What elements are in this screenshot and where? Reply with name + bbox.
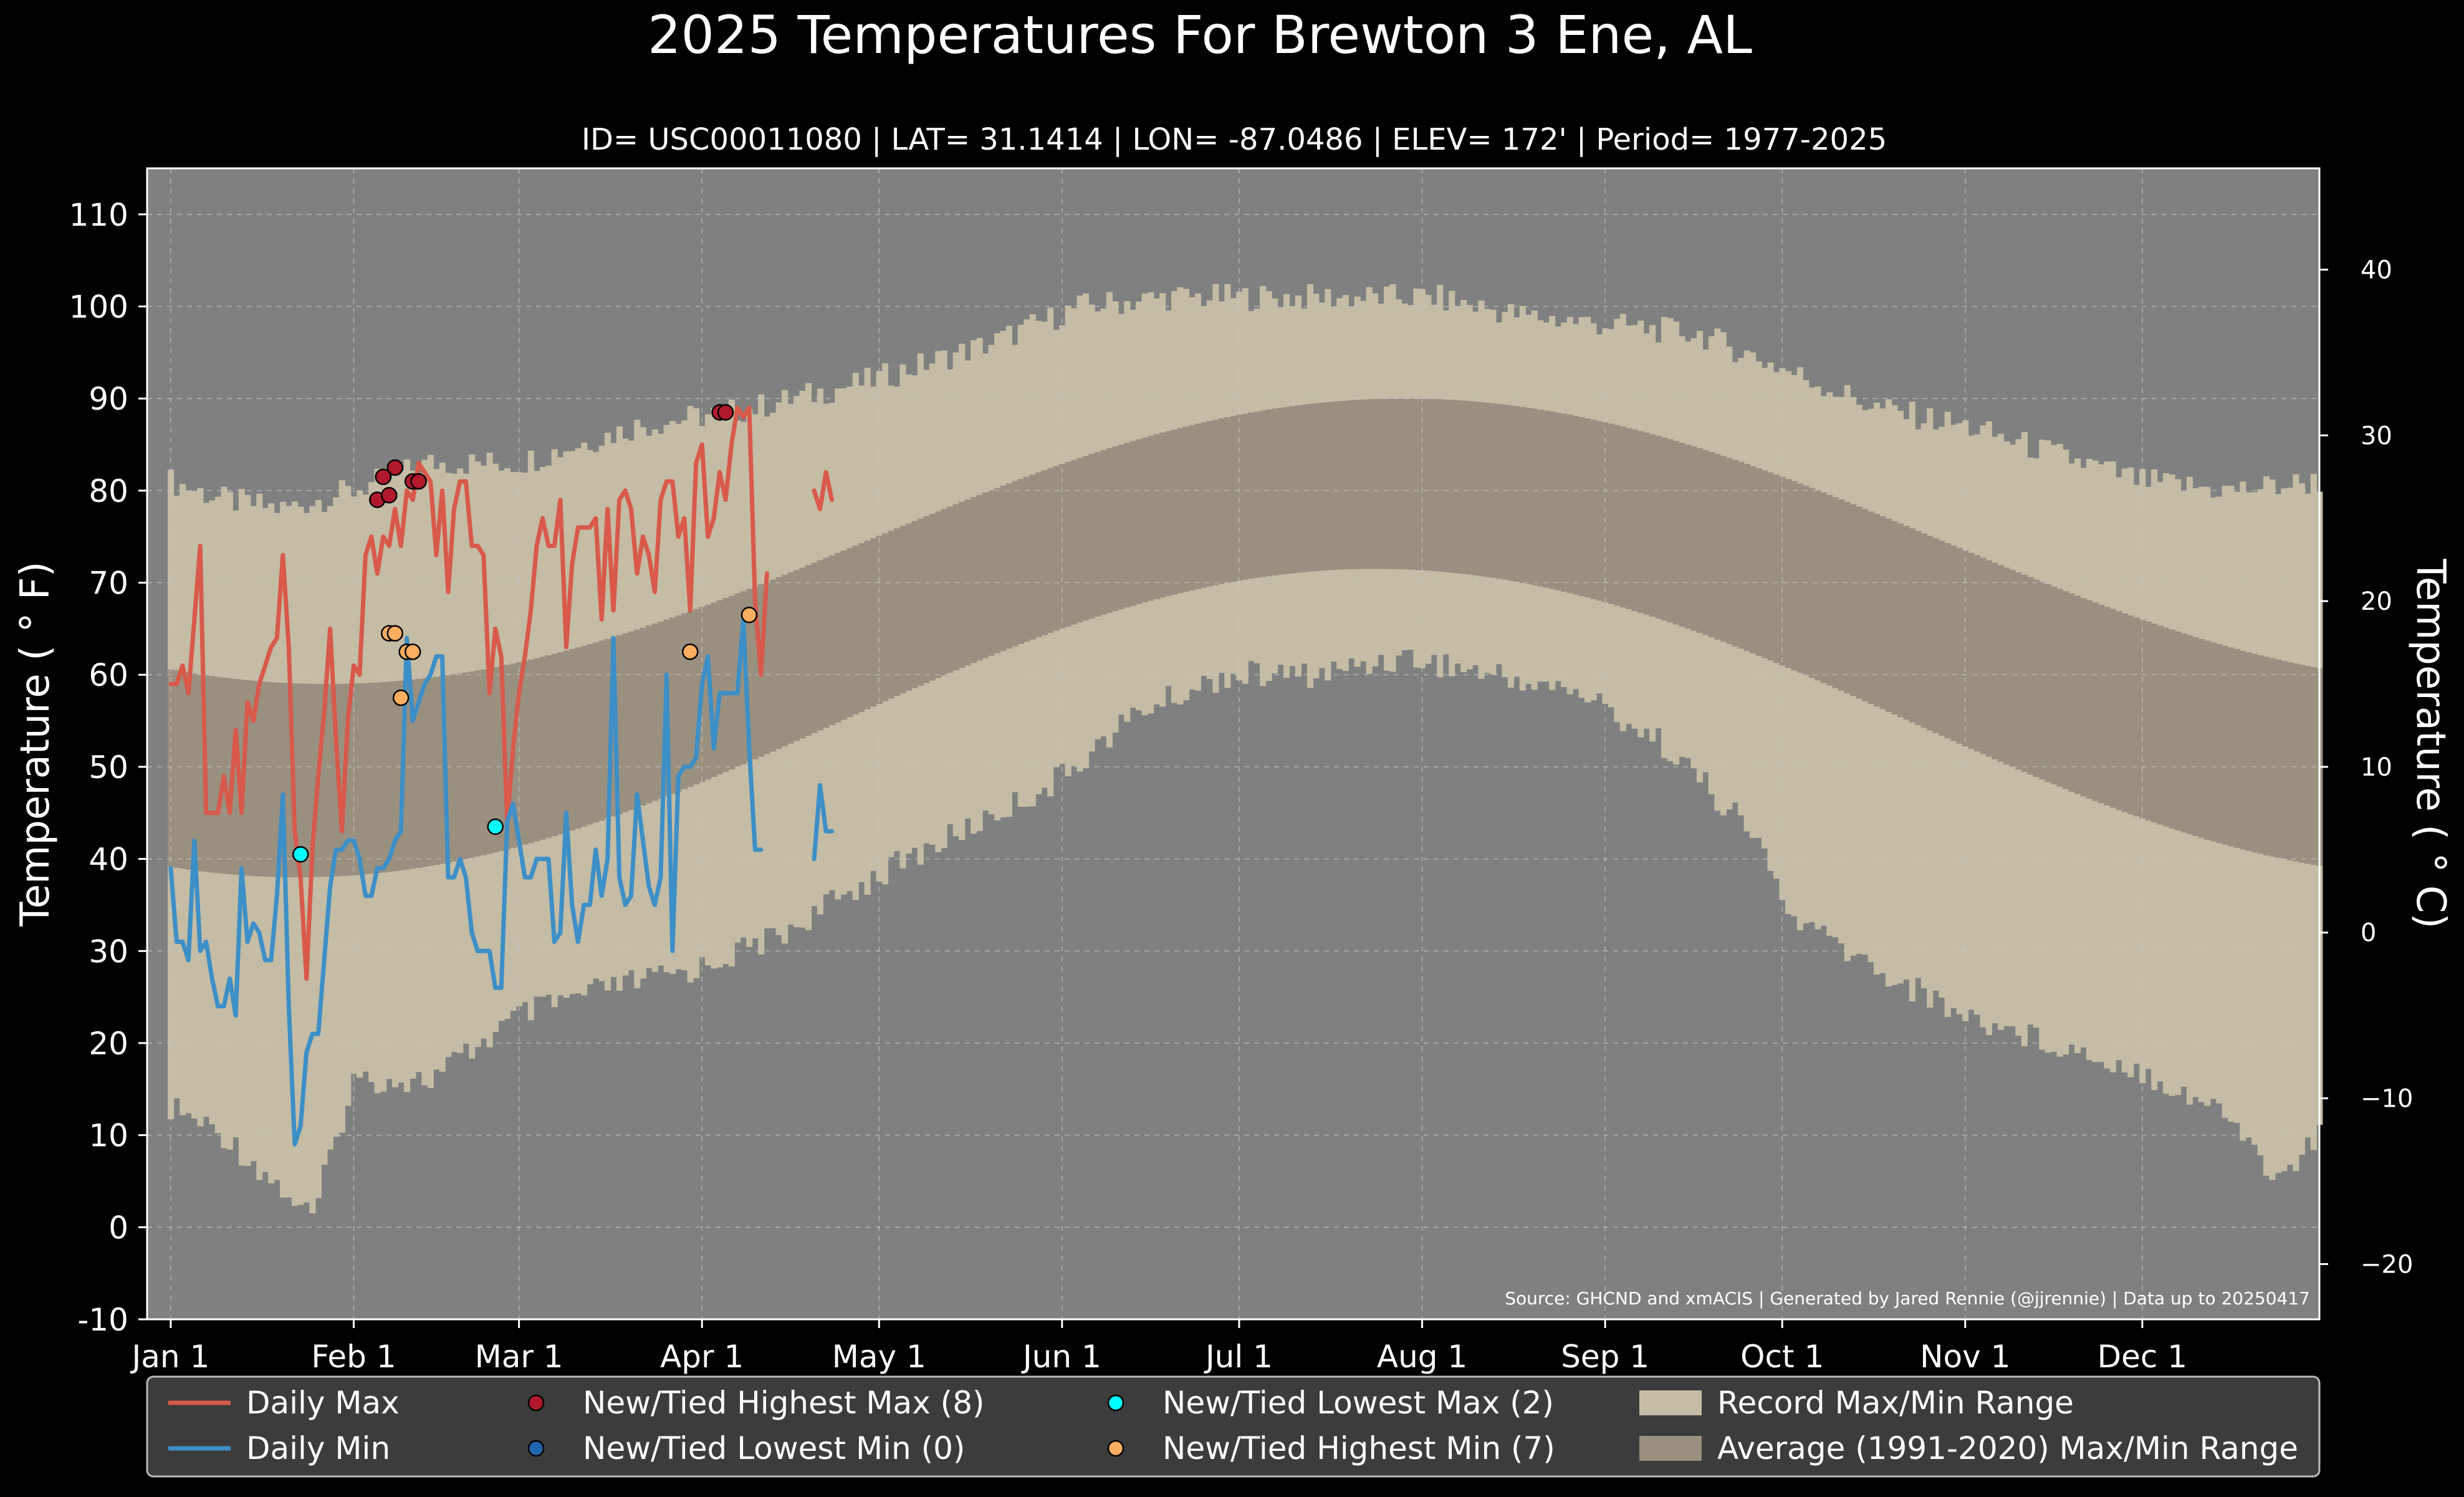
legend-label-daily-max: Daily Max bbox=[246, 1385, 400, 1421]
y-tick-label: 60 bbox=[89, 657, 128, 693]
new-tied-highest-max-marker bbox=[410, 473, 427, 490]
legend-label-daily-min: Daily Min bbox=[246, 1430, 390, 1466]
legend-label-record-max-min-range: Record Max/Min Range bbox=[1717, 1385, 2074, 1421]
new-tied-highest-max-marker bbox=[717, 404, 734, 421]
x-tick-label: Aug 1 bbox=[1377, 1339, 1467, 1375]
y-tick-label: 40 bbox=[89, 842, 128, 878]
legend-swatch-new-tied-lowest-min-0 bbox=[527, 1440, 545, 1457]
y-tick-label: 70 bbox=[89, 566, 128, 602]
chart-title: 2025 Temperatures For Brewton 3 Ene, AL bbox=[648, 4, 1752, 65]
new-tied-highest-min-marker bbox=[404, 643, 421, 660]
x-tick-label: Dec 1 bbox=[2097, 1339, 2187, 1375]
x-tick-label: Oct 1 bbox=[1740, 1339, 1824, 1375]
x-tick-label: Jun 1 bbox=[1021, 1339, 1101, 1375]
y-axis-label-right: Temperature ( ° C) bbox=[2407, 558, 2453, 928]
y-axis-label-left: Temperature ( ° F) bbox=[12, 561, 59, 927]
source-note: Source: GHCND and xmACIS | Generated by … bbox=[1505, 1288, 2310, 1309]
plot-frame bbox=[146, 167, 2321, 1321]
new-tied-lowest-max-marker bbox=[487, 818, 504, 835]
x-tick-label: Jan 1 bbox=[130, 1339, 209, 1375]
series-daily-max bbox=[168, 405, 834, 981]
y-tick-label: 80 bbox=[89, 473, 128, 509]
legend-label-average-1991-2020-max-min-range: Average (1991-2020) Max/Min Range bbox=[1717, 1430, 2298, 1466]
y-tick-label: 30 bbox=[89, 933, 128, 970]
x-tick-label: Mar 1 bbox=[475, 1339, 563, 1375]
legend-label-new-tied-lowest-min-0: New/Tied Lowest Min (0) bbox=[583, 1430, 965, 1466]
new-tied-highest-min-marker bbox=[386, 625, 403, 642]
series-daily-min bbox=[168, 617, 834, 1147]
new-tied-highest-min-marker bbox=[682, 643, 699, 660]
y-right-tick-label: 40 bbox=[2361, 256, 2392, 284]
y-tick-label: 20 bbox=[89, 1026, 128, 1062]
y-right-tick-label: 10 bbox=[2361, 753, 2392, 782]
new-tied-highest-max-marker bbox=[381, 487, 398, 504]
x-tick-label: Nov 1 bbox=[1920, 1339, 2010, 1375]
y-right-tick-label: 20 bbox=[2361, 587, 2392, 616]
x-tick-label: Jul 1 bbox=[1204, 1339, 1273, 1375]
legend-label-new-tied-lowest-max-2: New/Tied Lowest Max (2) bbox=[1162, 1385, 1554, 1421]
new-tied-highest-max-marker bbox=[375, 468, 392, 485]
legend-swatch-average-1991-2020-max-min-range bbox=[1639, 1436, 1702, 1461]
normal-range-band bbox=[168, 398, 2323, 878]
y-tick-label: 110 bbox=[69, 197, 128, 233]
legend-label-new-tied-highest-min-7: New/Tied Highest Min (7) bbox=[1162, 1430, 1555, 1466]
new-tied-highest-max-marker bbox=[386, 459, 403, 476]
y-right-tick-label: −10 bbox=[2361, 1085, 2413, 1114]
y-right-tick-label: 0 bbox=[2361, 919, 2376, 948]
x-tick-label: May 1 bbox=[832, 1339, 926, 1375]
y-tick-label: 90 bbox=[89, 381, 128, 417]
x-tick-label: Apr 1 bbox=[660, 1339, 744, 1375]
new-tied-highest-min-marker bbox=[741, 606, 758, 623]
legend-swatch-new-tied-highest-max-8 bbox=[527, 1394, 545, 1412]
y-right-tick-label: −20 bbox=[2361, 1250, 2413, 1279]
y-tick-label: -10 bbox=[77, 1302, 128, 1338]
new-tied-lowest-max-marker bbox=[292, 845, 309, 863]
legend-box bbox=[146, 1375, 2321, 1478]
legend-swatch-new-tied-lowest-max-2 bbox=[1107, 1394, 1124, 1412]
new-tied-highest-min-marker bbox=[392, 689, 410, 706]
y-tick-label: 50 bbox=[89, 749, 128, 786]
x-tick-label: Sep 1 bbox=[1561, 1339, 1649, 1375]
legend-swatch-new-tied-highest-min-7 bbox=[1107, 1440, 1124, 1457]
y-tick-label: 100 bbox=[69, 289, 128, 325]
y-tick-label: 0 bbox=[108, 1210, 128, 1246]
chart-subtitle: ID= USC00011080 | LAT= 31.1414 | LON= -8… bbox=[582, 122, 1887, 157]
y-right-tick-label: 30 bbox=[2361, 421, 2392, 450]
x-tick-label: Feb 1 bbox=[311, 1339, 396, 1375]
legend-label-new-tied-highest-max-8: New/Tied Highest Max (8) bbox=[583, 1385, 985, 1421]
y-tick-label: 10 bbox=[89, 1118, 128, 1154]
plot-area: Source: GHCND and xmACIS | Generated by … bbox=[146, 167, 2323, 1321]
legend-swatch-record-max-min-range bbox=[1639, 1390, 1702, 1415]
legend: Daily Max Daily Min New/Tied Highest Max (… bbox=[146, 1375, 2321, 1478]
